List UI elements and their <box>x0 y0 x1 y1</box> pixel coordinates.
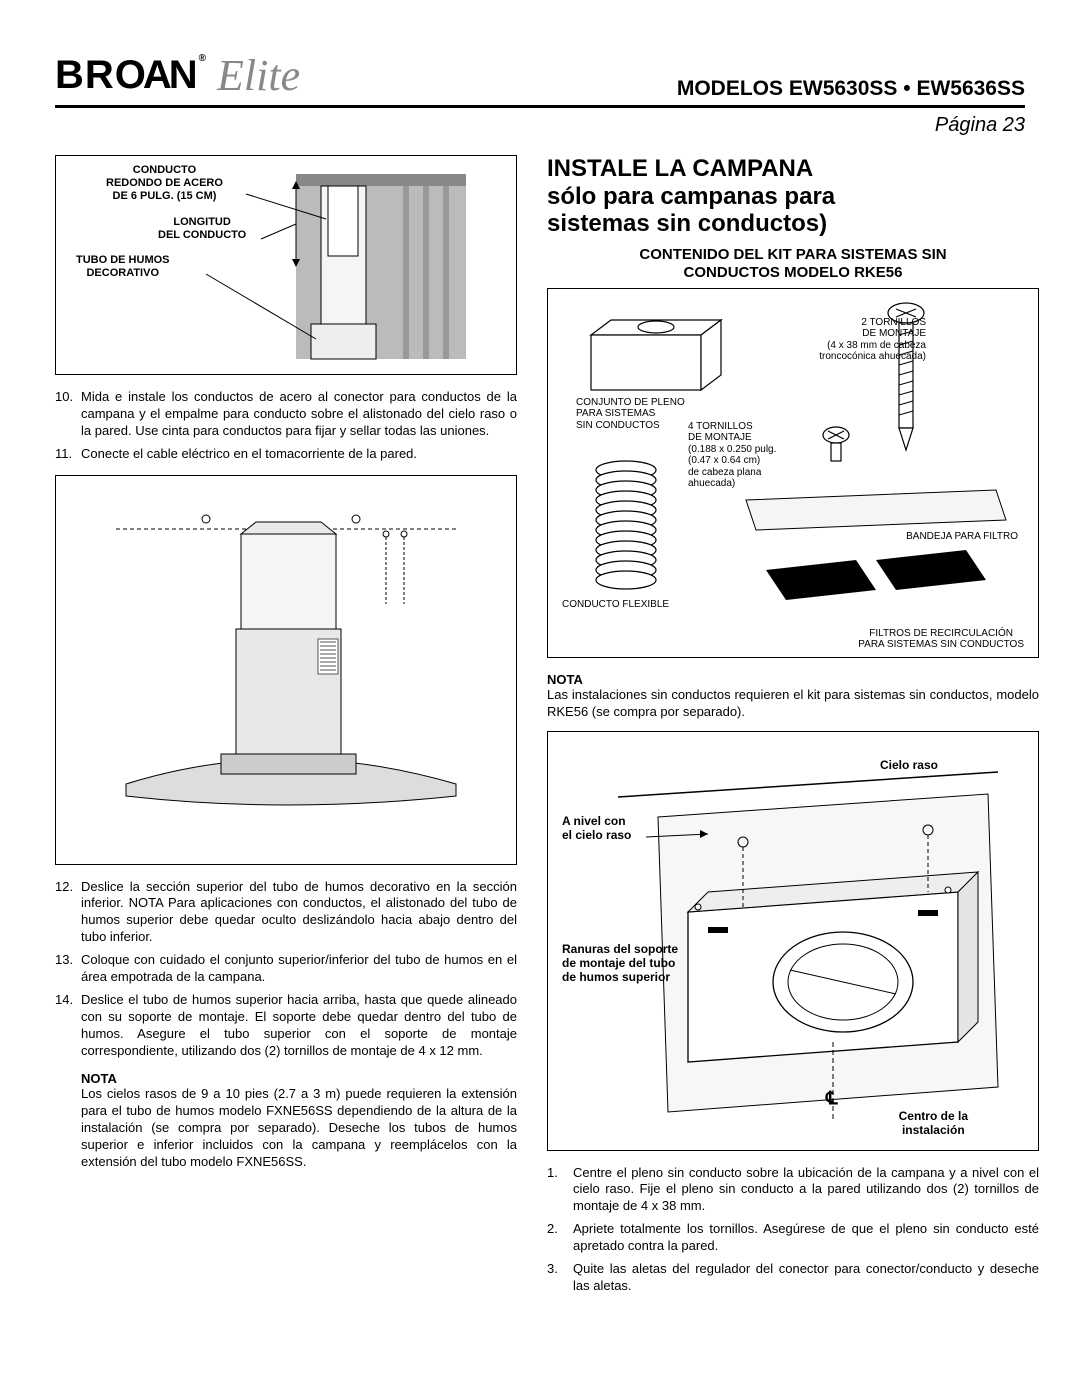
figure-kit-contents: CONJUNTO DE PLENO PARA SISTEMAS SIN COND… <box>547 288 1039 658</box>
label-plenum: CONJUNTO DE PLENO PARA SISTEMAS SIN COND… <box>576 397 685 432</box>
label-flexible: CONDUCTO FLEXIBLE <box>562 599 669 611</box>
step-13: 13.Coloque con cuidado el conjunto super… <box>55 952 517 986</box>
page-header: BROAN® Elite MODELOS EW5630SS • EW5636SS <box>55 50 1025 108</box>
model-numbers: MODELOS EW5630SS • EW5636SS <box>677 77 1025 101</box>
broan-wordmark: BROAN® <box>55 53 207 98</box>
nota-label-left: NOTA <box>81 1071 517 1086</box>
step-12: 12.Deslice la sección superior del tubo … <box>55 879 517 947</box>
label-ranuras: Ranuras del soporte de montaje del tubo … <box>562 942 678 985</box>
steps-1-3: 1.Centre el pleno sin conducto sobre la … <box>547 1165 1039 1295</box>
label-centro: Centro de la instalación <box>899 1109 968 1138</box>
figure-duct-diagram: CONDUCTO REDONDO DE ACERO DE 6 PULG. (15… <box>55 155 517 375</box>
label-tubo: TUBO DE HUMOS DECORATIVO <box>76 254 170 280</box>
label-filtros: FILTROS DE RECIRCULACIÓN PARA SISTEMAS S… <box>858 628 1024 651</box>
label-cielo: Cielo raso <box>880 758 938 772</box>
label-conducto: CONDUCTO REDONDO DE ACERO DE 6 PULG. (15… <box>106 164 223 204</box>
label-tornillos2: 2 TORNILLOS DE MONTAJE (4 x 38 mm de cab… <box>819 317 926 363</box>
page-number: Página 23 <box>55 114 1025 137</box>
figure-install-plenum: ℄ Cielo raso A nivel con el cielo raso R… <box>547 731 1039 1151</box>
elite-wordmark: Elite <box>217 50 300 101</box>
steps-10-11: 10.Mida e instale los conductos de acero… <box>55 389 517 463</box>
nota-body-left: Los cielos rasos de 9 a 10 pies (2.7 a 3… <box>81 1086 517 1170</box>
nota-body-right: Las instalaciones sin conductos requiere… <box>547 687 1039 721</box>
kit-title: CONTENIDO DEL KIT PARA SISTEMAS SIN COND… <box>547 246 1039 282</box>
step-2: 2.Apriete totalmente los tornillos. Aseg… <box>547 1221 1039 1255</box>
label-tornillos4: 4 TORNILLOS DE MONTAJE (0.188 x 0.250 pu… <box>688 421 776 490</box>
step-14: 14.Deslice el tubo de humos superior hac… <box>55 992 517 1060</box>
step-11: 11.Conecte el cable eléctrico en el toma… <box>55 446 517 463</box>
section-title: INSTALE LA CAMPANA sólo para campanas pa… <box>547 155 1039 238</box>
svg-text:℄: ℄ <box>825 1088 838 1108</box>
step-1: 1.Centre el pleno sin conducto sobre la … <box>547 1165 1039 1216</box>
step-10: 10.Mida e instale los conductos de acero… <box>55 389 517 440</box>
right-column: INSTALE LA CAMPANA sólo para campanas pa… <box>547 155 1039 1307</box>
step-3: 3.Quite las aletas del regulador del con… <box>547 1261 1039 1295</box>
steps-12-14: 12.Deslice la sección superior del tubo … <box>55 879 517 1060</box>
brand-logo: BROAN® Elite <box>55 50 300 101</box>
nota-label-right: NOTA <box>547 672 1039 687</box>
left-column: CONDUCTO REDONDO DE ACERO DE 6 PULG. (15… <box>55 155 517 1307</box>
label-nivel: A nivel con el cielo raso <box>562 814 631 843</box>
figure-hood-assembly <box>55 475 517 865</box>
label-bandeja: BANDEJA PARA FILTRO <box>906 531 1018 543</box>
label-longitud: LONGITUD DEL CONDUCTO <box>158 216 246 242</box>
